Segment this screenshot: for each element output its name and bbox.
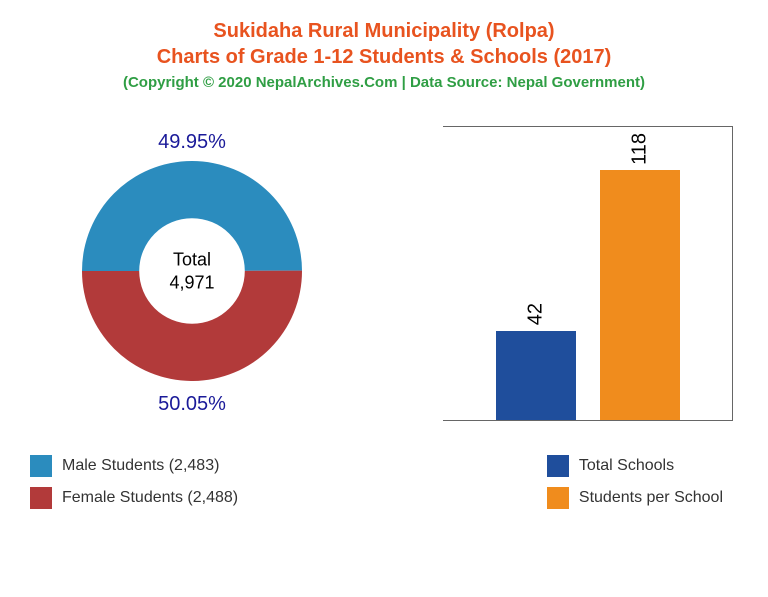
- legend-label-schools: Total Schools: [579, 457, 674, 475]
- bar-chart-frame: 42 118: [443, 126, 733, 421]
- donut-center-label: Total 4,971: [169, 249, 214, 294]
- title-line-2: Charts of Grade 1-12 Students & Schools …: [0, 44, 768, 70]
- donut-center-value: 4,971: [169, 271, 214, 294]
- donut-center-text: Total: [169, 249, 214, 272]
- donut-pct-male: 49.95%: [158, 131, 226, 154]
- donut-pct-female: 50.05%: [158, 393, 226, 416]
- donut-chart-panel: 49.95% Total 4,971 50.05% Male Students …: [0, 101, 384, 521]
- legend-swatch-schools: [547, 455, 569, 477]
- legend-row-schools: Total Schools: [547, 455, 723, 477]
- bar-students-per-school: 118: [600, 170, 680, 420]
- legend-row-male: Male Students (2,483): [30, 455, 238, 477]
- bar-legend: Total Schools Students per School: [547, 445, 723, 509]
- legend-label-female: Female Students (2,488): [62, 489, 238, 507]
- bar-area: 42 118: [443, 127, 732, 420]
- legend-row-female: Female Students (2,488): [30, 487, 238, 509]
- copyright-line: (Copyright © 2020 NepalArchives.Com | Da…: [0, 74, 768, 91]
- bar-value-total-schools: 42: [524, 303, 547, 325]
- bar-chart-panel: 42 118 Total Schools Students per School: [384, 101, 768, 521]
- donut-chart: Total 4,971: [82, 161, 302, 381]
- legend-swatch-male: [30, 455, 52, 477]
- title-line-1: Sukidaha Rural Municipality (Rolpa): [0, 18, 768, 44]
- bar-total-schools: 42: [496, 331, 576, 420]
- legend-swatch-sps: [547, 487, 569, 509]
- charts-row: 49.95% Total 4,971 50.05% Male Students …: [0, 101, 768, 521]
- legend-row-sps: Students per School: [547, 487, 723, 509]
- legend-label-male: Male Students (2,483): [62, 457, 219, 475]
- legend-swatch-female: [30, 487, 52, 509]
- bar-value-students-per-school: 118: [628, 133, 651, 165]
- title-block: Sukidaha Rural Municipality (Rolpa) Char…: [0, 0, 768, 91]
- donut-legend: Male Students (2,483) Female Students (2…: [30, 445, 238, 509]
- legend-label-sps: Students per School: [579, 489, 723, 507]
